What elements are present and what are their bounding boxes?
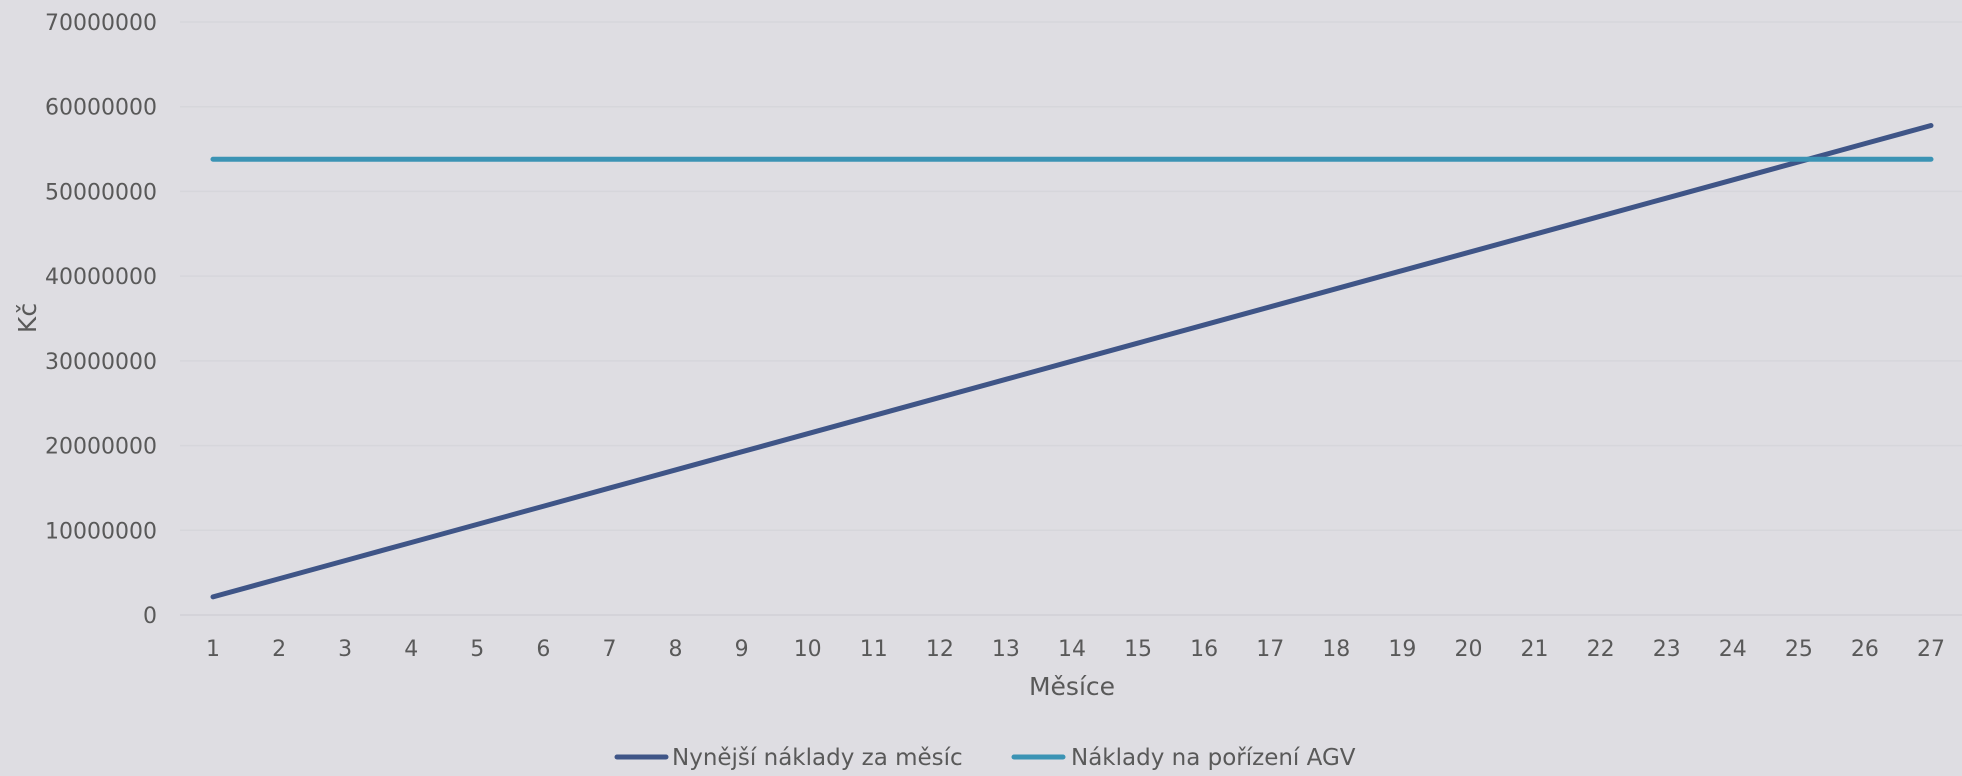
x-tick-label: 7 [602, 637, 616, 662]
legend-label: Náklady na pořízení AGV [1071, 745, 1356, 771]
y-tick-label: 70000000 [45, 11, 157, 36]
x-tick-label: 1 [206, 637, 220, 662]
y-tick-label: 40000000 [45, 265, 157, 290]
gridlines [180, 21, 1962, 616]
x-tick-label: 3 [338, 637, 352, 662]
y-tick-label: 20000000 [45, 435, 157, 460]
x-tick-label: 4 [404, 637, 418, 662]
x-tick-label: 27 [1917, 637, 1945, 662]
x-tick-label: 26 [1851, 637, 1879, 662]
x-tick-label: 12 [926, 637, 954, 662]
y-axis-tick-labels: 0 10000000 20000000 30000000 40000000 5000000… [45, 11, 157, 629]
x-tick-label: 9 [735, 637, 749, 662]
legend: Nynější náklady za měsíc Náklady na poříz… [614, 745, 1356, 771]
y-tick-label: 60000000 [45, 96, 157, 121]
y-axis-title: Kč [13, 303, 42, 333]
x-axis-title: Měsíce [1029, 672, 1115, 701]
y-tick-label: 30000000 [45, 350, 157, 375]
x-tick-label: 18 [1322, 637, 1350, 662]
x-tick-label: 13 [992, 637, 1020, 662]
x-tick-label: 23 [1653, 637, 1681, 662]
legend-label: Nynější náklady za měsíc [672, 745, 963, 771]
x-tick-label: 2 [272, 637, 286, 662]
x-tick-label: 19 [1388, 637, 1416, 662]
y-tick-label: 0 [143, 604, 157, 629]
x-tick-label: 16 [1190, 637, 1218, 662]
x-tick-label: 25 [1785, 637, 1813, 662]
series-lines [210, 123, 1934, 600]
series-line-1 [210, 123, 1934, 600]
x-tick-label: 5 [470, 637, 484, 662]
y-tick-label: 10000000 [45, 519, 157, 544]
x-tick-label: 14 [1058, 637, 1086, 662]
x-tick-label: 21 [1521, 637, 1549, 662]
x-tick-label: 8 [669, 637, 683, 662]
y-tick-label: 50000000 [45, 180, 157, 205]
x-tick-label: 22 [1587, 637, 1615, 662]
x-tick-label: 15 [1124, 637, 1152, 662]
x-tick-label: 17 [1256, 637, 1284, 662]
x-tick-label: 24 [1719, 637, 1747, 662]
x-axis-tick-labels: 1 2 3 4 5 6 7 8 9 10 11 12 13 14 15 16 17 18 19 20 21 22 23 24 2… [206, 637, 1945, 662]
x-tick-label: 11 [860, 637, 888, 662]
x-tick-label: 10 [794, 637, 822, 662]
x-tick-label: 20 [1454, 637, 1482, 662]
x-tick-label: 6 [536, 637, 550, 662]
